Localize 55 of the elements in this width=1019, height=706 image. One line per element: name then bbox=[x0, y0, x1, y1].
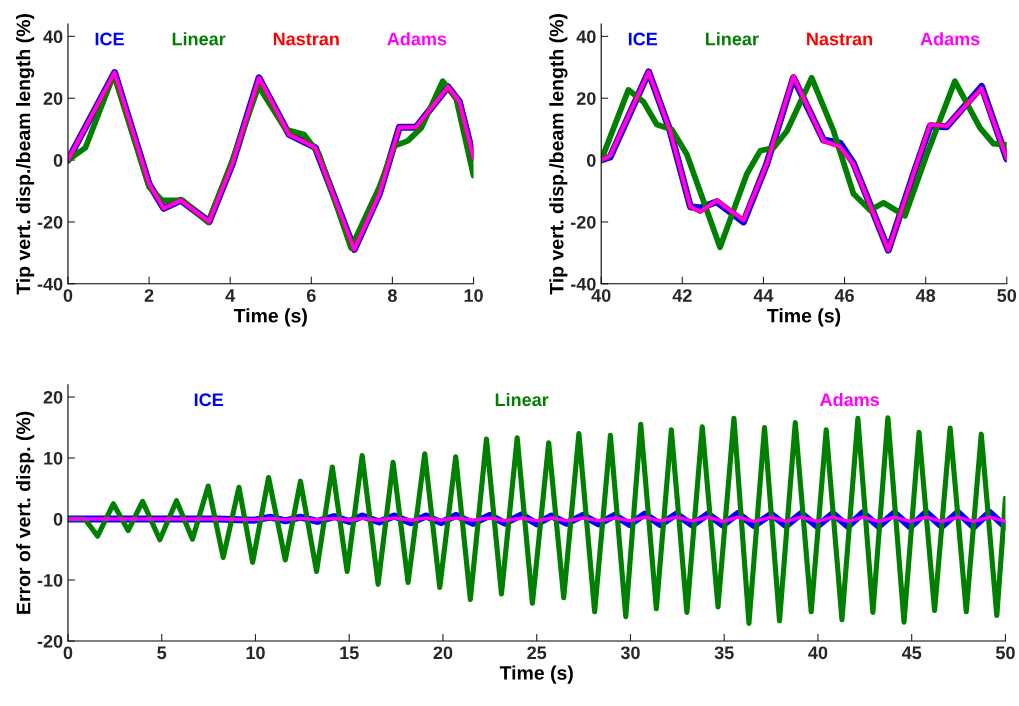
x-tick-label: 40 bbox=[808, 646, 828, 660]
x-tick-label: 0 bbox=[63, 289, 73, 302]
series-label: Linear bbox=[495, 392, 549, 407]
y-tick-label: 20 bbox=[43, 390, 63, 404]
x-tick-label: 4 bbox=[225, 289, 236, 302]
x-axis-title: Time (s) bbox=[767, 308, 841, 327]
x-tick-label: 50 bbox=[997, 289, 1017, 302]
x-tick-label: 0 bbox=[63, 646, 73, 660]
x-tick-label: 44 bbox=[753, 289, 774, 302]
text: ICE bbox=[194, 393, 224, 407]
x-tick-label: 46 bbox=[834, 289, 854, 302]
y-tick-label: 0 bbox=[53, 154, 63, 167]
x-tick-label: 50 bbox=[995, 646, 1015, 660]
y-axis-title: Tip vert. disp./beam length (%) bbox=[16, 14, 35, 295]
x-tick-label: 10 bbox=[246, 646, 265, 660]
y-tick-label: -20 bbox=[570, 215, 596, 229]
text: Linear bbox=[172, 32, 226, 46]
y-tick-label: 20 bbox=[576, 92, 596, 105]
x-tick-label: 8 bbox=[387, 289, 397, 302]
y-tick-label: -20 bbox=[37, 634, 63, 648]
x-tick-label: 20 bbox=[433, 646, 453, 660]
y-tick-label: -10 bbox=[37, 573, 63, 587]
x-tick-label: 40 bbox=[591, 289, 611, 302]
y-axis-title: Tip vert. disp./beam length (%) bbox=[549, 14, 568, 295]
y-tick-label: 0 bbox=[587, 154, 596, 167]
x-tick-label: 15 bbox=[340, 646, 359, 660]
y-tick-label: 20 bbox=[43, 92, 63, 105]
series-label: ICE bbox=[95, 32, 124, 46]
x-tick-label: 2 bbox=[144, 289, 154, 302]
y-axis-title: Error of vert. disp. (%) bbox=[16, 411, 35, 614]
x-tick-label: 25 bbox=[527, 646, 547, 660]
x-tick-label: 6 bbox=[306, 289, 316, 302]
y-tick-label: 0 bbox=[53, 512, 63, 526]
y-tick-label: -40 bbox=[570, 277, 596, 291]
text: Adams bbox=[820, 392, 880, 407]
x-tick-label: 45 bbox=[901, 646, 922, 660]
y-tick-label: -20 bbox=[37, 215, 63, 229]
series-label: ICE bbox=[628, 32, 658, 46]
x-tick-label: 35 bbox=[714, 646, 734, 660]
x-tick-label: 30 bbox=[620, 646, 640, 660]
x-tick-label: 48 bbox=[915, 289, 936, 302]
x-tick-label: 42 bbox=[672, 289, 692, 302]
x-tick-label: 5 bbox=[157, 646, 167, 660]
text: Adams bbox=[387, 32, 447, 46]
series-label: Nastran bbox=[807, 32, 872, 46]
y-tick-label: -40 bbox=[37, 277, 63, 291]
y-tick-label: 40 bbox=[576, 30, 596, 44]
y-tick-label: 10 bbox=[44, 451, 63, 465]
x-tick-label: 10 bbox=[464, 289, 483, 302]
text: Linear bbox=[705, 32, 759, 46]
x-axis-title: Time (s) bbox=[233, 308, 307, 327]
text: Adams bbox=[920, 32, 980, 46]
y-tick-label: 40 bbox=[43, 30, 63, 44]
x-axis-title: Time (s) bbox=[499, 665, 573, 684]
series-label: Nastran bbox=[273, 32, 339, 46]
